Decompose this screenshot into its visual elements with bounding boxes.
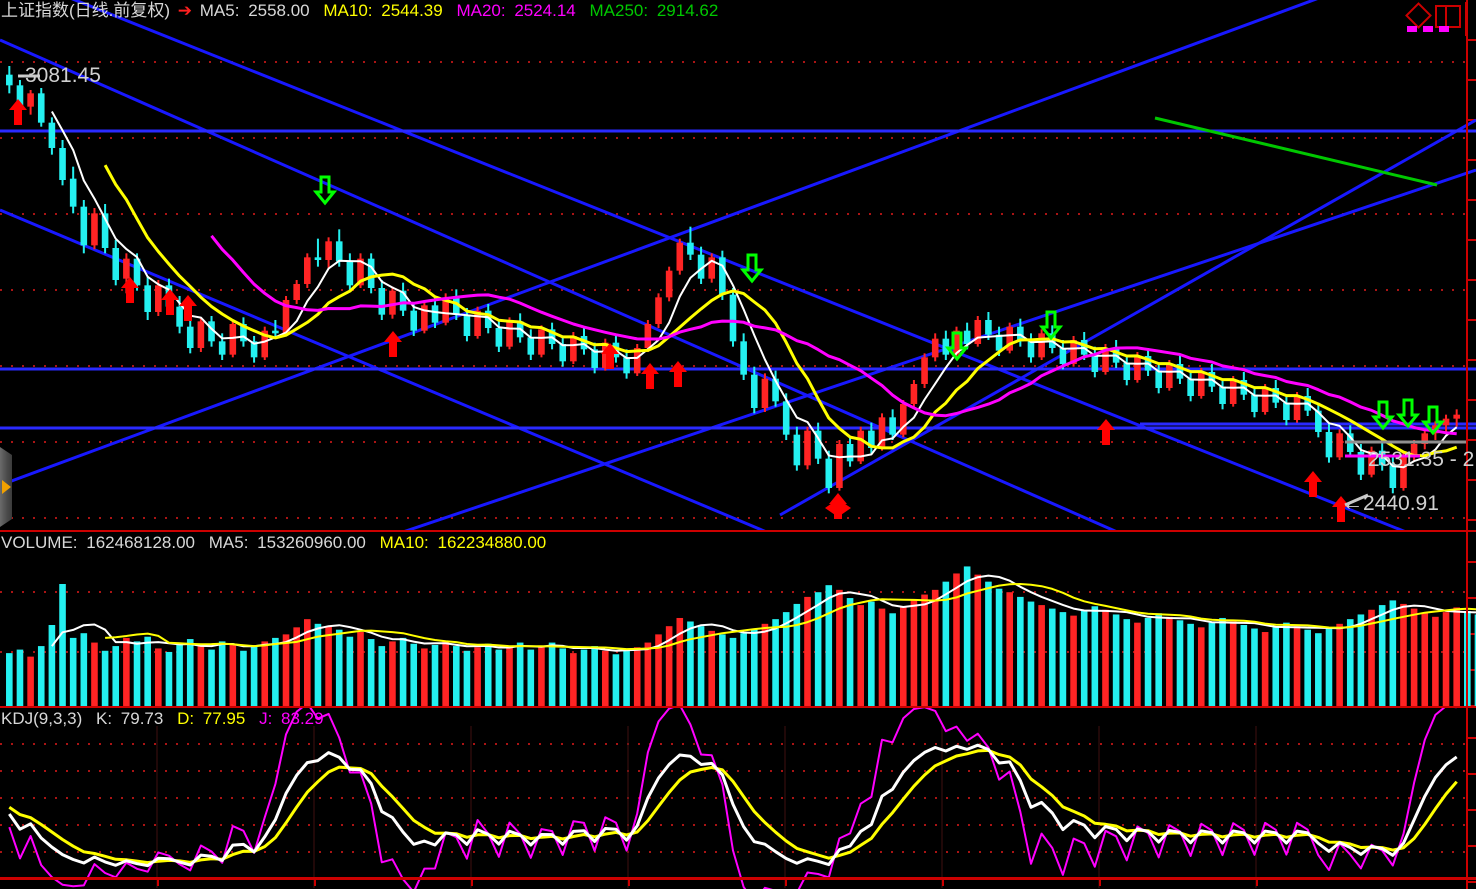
- kdj-k-label: K:: [95, 709, 113, 728]
- kdj-d-value: 77.95: [202, 709, 246, 728]
- kdj-d-label: D:: [177, 709, 195, 728]
- vertical-divider-icon: [1465, 2, 1467, 36]
- range-price-label: 2531.35 - 2: [1368, 448, 1475, 471]
- kdj-chart-panel[interactable]: KDJ(9,3,3) K: 79.73 D: 77.95 J: 83.29: [0, 708, 1476, 889]
- volume-kdj-separator: [0, 706, 1476, 708]
- split-window-icon[interactable]: [1435, 5, 1461, 28]
- window-controls[interactable]: [1405, 2, 1473, 36]
- volume-value: 162468128.00: [86, 533, 195, 552]
- axis-tick: [157, 877, 159, 886]
- axis-tick: [1099, 877, 1101, 886]
- dash-marks: [1407, 26, 1453, 33]
- ma250-value: 2914.62: [656, 1, 719, 20]
- ma5-value: 2558.00: [248, 1, 310, 20]
- axis-tick: [785, 877, 787, 886]
- ma10-value: 2544.39: [381, 1, 443, 20]
- price-chart-panel[interactable]: 上证指数(日线.前复权) ➔ MA5: 2558.00 MA10: 2544.3…: [0, 0, 1476, 531]
- kdj-panel-header: KDJ(9,3,3) K: 79.73 D: 77.95 J: 83.29: [0, 708, 324, 730]
- axis-tick: [628, 877, 630, 886]
- up-arrow-icon: ➔: [177, 1, 193, 20]
- volume-chart-panel[interactable]: VOLUME: 162468128.00 MA5: 153260960.00 M…: [0, 532, 1476, 707]
- bottom-axis: [0, 877, 1476, 880]
- volume-label: VOLUME:: [1, 533, 78, 552]
- ma250-label: MA250:: [589, 1, 649, 20]
- axis-tick: [471, 877, 473, 886]
- volume-ma5-value: 153260960.00: [257, 533, 366, 552]
- high-price-label: -3081.45: [18, 64, 101, 87]
- volume-ma10-value: 162234880.00: [437, 533, 547, 552]
- price-axis-right: [1466, 0, 1468, 531]
- kdj-axis-right: [1466, 708, 1468, 889]
- dash-mark: [1423, 26, 1433, 32]
- volume-axis-right: [1466, 532, 1468, 707]
- ma5-label: MA5:: [199, 1, 240, 20]
- price-volume-separator: [0, 530, 1476, 532]
- panel-expander-button[interactable]: [0, 447, 12, 527]
- dash-mark: [1407, 26, 1417, 32]
- axis-tick: [942, 877, 944, 886]
- axis-tick: [314, 877, 316, 886]
- volume-ma5-label: MA5:: [208, 533, 249, 552]
- kdj-title: KDJ(9,3,3): [1, 709, 83, 728]
- kdj-j-label: J:: [259, 709, 273, 728]
- low-price-label: ←2440.91: [1342, 492, 1439, 515]
- ma20-label: MA20:: [456, 1, 506, 20]
- price-panel-header: 上证指数(日线.前复权) ➔ MA5: 2558.00 MA10: 2544.3…: [0, 0, 718, 22]
- volume-ma10-label: MA10:: [379, 533, 429, 552]
- ma10-label: MA10:: [323, 1, 373, 20]
- kdj-j-value: 83.29: [281, 709, 324, 728]
- expand-right-triangle-icon: [2, 480, 11, 494]
- ma20-value: 2524.14: [514, 1, 576, 20]
- price-panel-title: 上证指数(日线.前复权): [1, 1, 171, 20]
- dash-mark: [1439, 26, 1449, 32]
- axis-tick: [1256, 877, 1258, 886]
- kdj-k-value: 79.73: [120, 709, 164, 728]
- volume-panel-header: VOLUME: 162468128.00 MA5: 153260960.00 M…: [0, 532, 546, 554]
- diamond-outline-icon[interactable]: [1405, 2, 1432, 29]
